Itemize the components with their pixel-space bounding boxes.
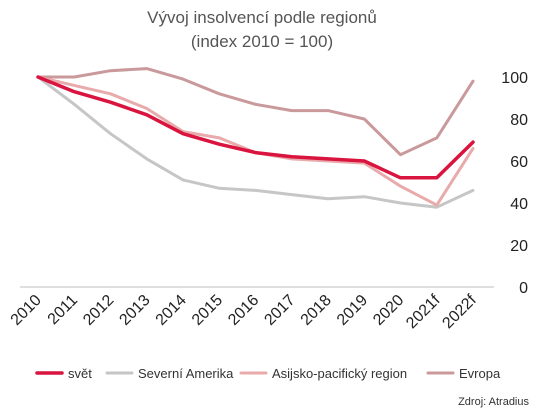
x-tick-label: 2012 [80,292,117,329]
legend-label: Evropa [459,366,501,381]
series-lines [36,67,475,209]
series-line-0 [36,67,475,157]
x-tick-label: 2015 [189,292,226,329]
series-line-3 [36,75,475,180]
y-tick-label: 100 [501,70,528,87]
legend-label: Asijsko-pacifický region [272,366,407,381]
series-line-1 [36,75,475,209]
x-tick-labels: 2010 2011 2012 2013 2014 2015 2016 2017 2018 2019… [8,291,481,332]
x-tick-label: 2013 [116,292,153,329]
y-tick-labels: 0 20 40 60 80 100 [501,70,528,297]
chart-subtitle: (index 2010 = 100) [191,32,333,51]
x-tick-label: 2018 [298,292,335,329]
legend-label: svět [68,366,92,381]
x-tick-label: 2020 [370,292,407,329]
x-tick-label: 2021f [403,291,444,332]
y-tick-label: 60 [510,154,528,171]
x-tick-label: 2016 [225,292,262,329]
source-note: Zdroj: Atradius [458,396,529,408]
y-tick-label: 80 [510,112,528,129]
legend: svět Severní Amerika Asijsko-pacifický reg… [35,366,501,381]
x-tick-label: 2017 [261,292,298,329]
x-tick-label: 2010 [8,292,45,329]
y-tick-label: 40 [510,196,528,213]
y-tick-label: 0 [519,280,528,297]
x-tick-label: 2019 [334,292,371,329]
x-tick-label: 2022f [439,291,480,332]
legend-label: Severní Amerika [138,366,234,381]
y-tick-label: 20 [510,238,528,255]
x-tick-label: 2014 [153,292,190,329]
series-line-2 [36,75,475,207]
x-tick-label: 2011 [45,292,81,328]
chart-title: Vývoj insolvencí podle regionů [147,8,377,27]
